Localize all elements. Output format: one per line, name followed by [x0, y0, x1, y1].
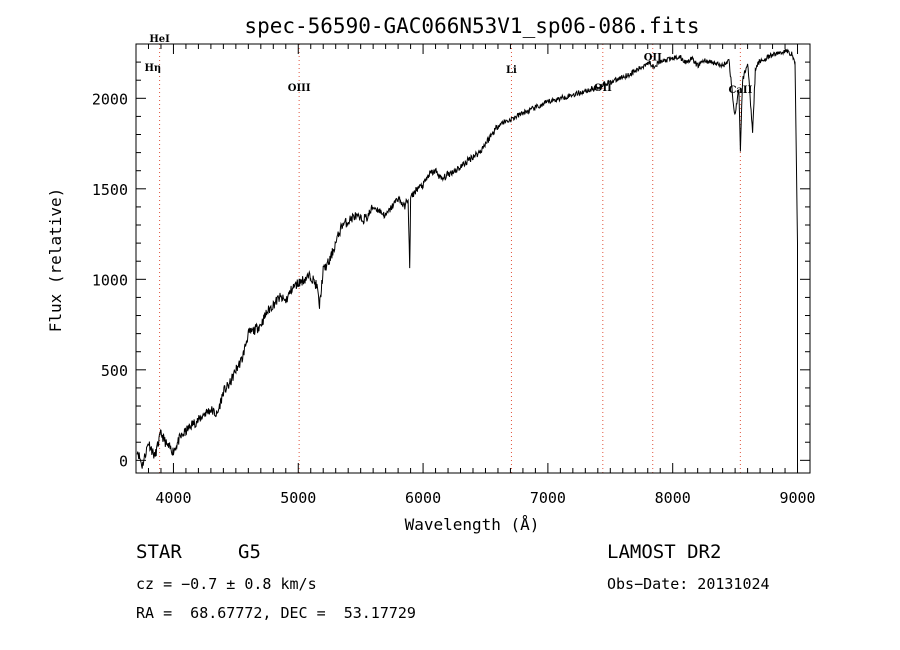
line-label-2: OIII — [288, 83, 311, 94]
x-tick-label: 8000 — [655, 489, 691, 507]
marker-lines-layer — [159, 44, 741, 473]
line-label-3: Li — [506, 65, 517, 76]
obs-date-value: Obs−Date: 20131024 — [607, 575, 770, 593]
y-tick-label: 0 — [119, 452, 128, 470]
y-tick-label: 2000 — [92, 90, 128, 108]
survey-label: LAMOST DR2 — [607, 541, 722, 563]
x-tick-label: 9000 — [779, 489, 815, 507]
y-tick-label: 1500 — [92, 181, 128, 199]
line-label-4: OII — [594, 83, 612, 94]
spectrum-series-line — [136, 48, 798, 473]
y-tick-label: 1000 — [92, 271, 128, 289]
x-tick-label: 7000 — [530, 489, 566, 507]
plot-frame — [135, 43, 811, 474]
line-label-6: CaII — [728, 85, 752, 96]
tick-layer: 4000 5000 6000 7000 8000 9000 0 500 1000 1500 2000 — [92, 43, 816, 507]
line-label-layer: HeI Hη OIII Li OII OII CaII — [144, 34, 752, 96]
object-type-label: STAR — [136, 541, 182, 563]
line-label-5: OII — [644, 52, 662, 63]
line-label-1: Hη — [144, 63, 161, 74]
x-tick-label: 6000 — [405, 489, 441, 507]
spectrum-chart: spec-56590-GAC066N53V1_sp06-086.fits 400… — [46, 14, 816, 534]
x-axis-label: Wavelength (Å) — [405, 515, 540, 534]
coordinates-value: RA = 68.67772, DEC = 53.17729 — [136, 604, 416, 622]
x-tick-label: 5000 — [280, 489, 316, 507]
line-label-0: HeI — [149, 34, 170, 45]
y-axis-label: Flux (relative) — [46, 188, 65, 333]
cz-value: cz = −0.7 ± 0.8 km/s — [136, 575, 317, 593]
x-tick-label: 4000 — [155, 489, 191, 507]
y-tick-label: 500 — [101, 362, 128, 380]
chart-title: spec-56590-GAC066N53V1_sp06-086.fits — [244, 14, 699, 38]
subclass-label: G5 — [238, 541, 261, 563]
series-layer — [136, 48, 798, 473]
